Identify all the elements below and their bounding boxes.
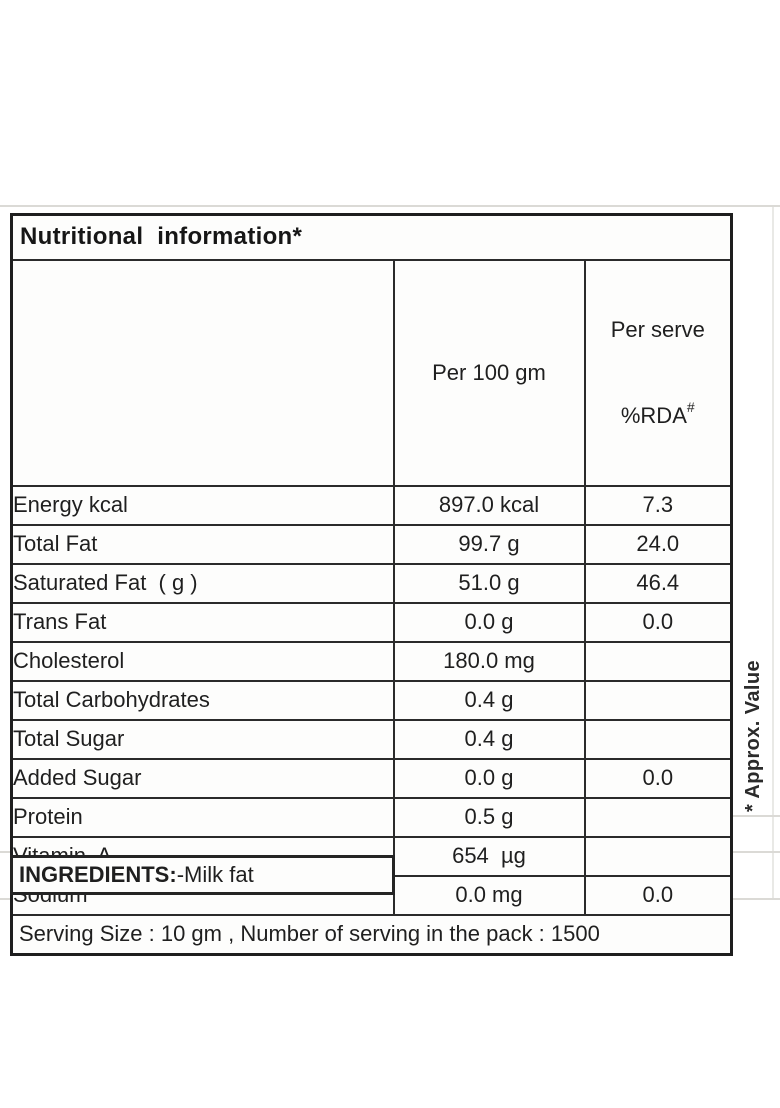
nutrient-label: Energy kcal (10, 484, 395, 526)
per-serve-rda-value (583, 679, 733, 721)
per-100gm-value: 180.0 mg (392, 640, 586, 682)
table-row: Protein 0.5 g (10, 796, 733, 838)
nutrition-table: Nutritional information* Per 100 gm Per … (10, 213, 734, 956)
gridline-vertical (772, 205, 774, 898)
gridline-horizontal (730, 815, 780, 817)
table-row: Total Carbohydrates 0.4 g (10, 679, 733, 721)
header-per-serve-rda: Per serve %RDA# (583, 258, 733, 487)
per-100gm-value: 654 µg (392, 835, 586, 877)
per-100gm-value: 0.0 mg (392, 874, 586, 916)
per-serve-rda-value: 24.0 (583, 523, 733, 565)
ingredients-box: INGREDIENTS: -Milk fat (10, 855, 395, 895)
table-row: Trans Fat 0.0 g 0.0 (10, 601, 733, 643)
table-row: Total Sugar 0.4 g (10, 718, 733, 760)
table-row: Cholesterol 180.0 mg (10, 640, 733, 682)
ingredients-label: INGREDIENTS: (19, 862, 177, 887)
table-row: Saturated Fat ( g ) 51.0 g 46.4 (10, 562, 733, 604)
nutrient-label: Cholesterol (10, 640, 395, 682)
header-per-100gm: Per 100 gm (392, 258, 586, 487)
per-serve-rda-value: 46.4 (583, 562, 733, 604)
per-serve-rda-value (583, 835, 733, 877)
per-serve-rda-value (583, 640, 733, 682)
table-title: Nutritional information* (10, 213, 733, 261)
per-100gm-value: 51.0 g (392, 562, 586, 604)
header-per-serve-line1: Per serve (610, 316, 705, 342)
per-serve-rda-value: 7.3 (583, 484, 733, 526)
per-serve-rda-value (583, 718, 733, 760)
nutrient-label: Protein (10, 796, 395, 838)
per-100gm-value: 0.4 g (392, 718, 586, 760)
rda-text: %RDA (620, 402, 687, 428)
table-title-row: Nutritional information* (10, 213, 733, 261)
per-serve-rda-value: 0.0 (583, 874, 733, 916)
per-100gm-value: 0.0 g (392, 601, 586, 643)
per-serve-rda-value (583, 796, 733, 838)
rda-superscript: # (686, 399, 695, 416)
nutrient-label: Total Carbohydrates (10, 679, 395, 721)
per-100gm-value: 0.0 g (392, 757, 586, 799)
nutrient-label: Trans Fat (10, 601, 395, 643)
gridline-horizontal (0, 205, 780, 207)
table-row: Added Sugar 0.0 g 0.0 (10, 757, 733, 799)
approx-value-note: * Approx. Value (742, 660, 764, 812)
per-100gm-value: 99.7 g (392, 523, 586, 565)
table-row: Total Fat 99.7 g 24.0 (10, 523, 733, 565)
header-blank-cell (10, 258, 395, 487)
nutrient-label: Saturated Fat ( g ) (10, 562, 395, 604)
per-100gm-value: 897.0 kcal (392, 484, 586, 526)
serving-size-row: Serving Size : 10 gm , Number of serving… (10, 913, 733, 956)
per-serve-rda-value: 0.0 (583, 757, 733, 799)
nutrient-label: Total Sugar (10, 718, 395, 760)
header-per-serve-line2: %RDA# (587, 399, 730, 433)
nutrient-label: Added Sugar (10, 757, 395, 799)
nutrient-label: Total Fat (10, 523, 395, 565)
per-100gm-value: 0.5 g (392, 796, 586, 838)
ingredients-value: -Milk fat (176, 862, 254, 887)
serving-size-note: Serving Size : 10 gm , Number of serving… (10, 913, 733, 956)
per-100gm-value: 0.4 g (392, 679, 586, 721)
table-header-row: Per 100 gm Per serve %RDA# (10, 258, 733, 487)
table-row: Energy kcal 897.0 kcal 7.3 (10, 484, 733, 526)
per-serve-rda-value: 0.0 (583, 601, 733, 643)
